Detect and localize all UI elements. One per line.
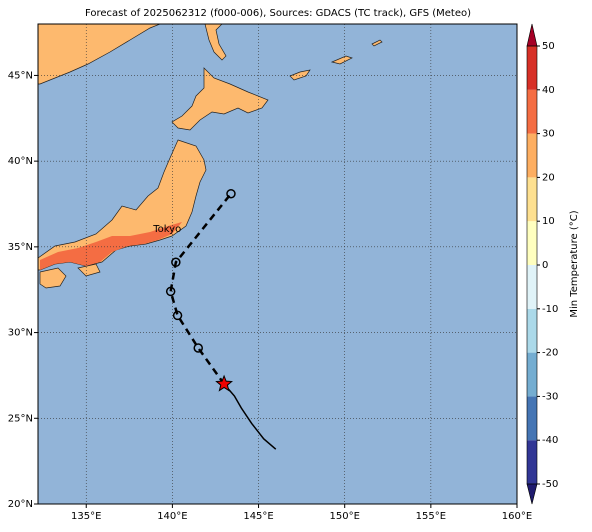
colorbar-band	[527, 133, 537, 178]
y-tick-label: 45°N	[8, 70, 33, 81]
forecast-point	[165, 286, 176, 297]
past-track	[223, 383, 277, 450]
colorbar-band	[527, 46, 537, 90]
forecast-track	[169, 192, 232, 385]
x-tick-label: 135°E	[71, 511, 101, 522]
y-tick-label: 20°N	[8, 499, 33, 510]
x-tick-label: 140°E	[157, 511, 187, 522]
colorbar-tick-label: 10	[542, 216, 555, 227]
current-position	[215, 374, 233, 392]
x-tick-label: 155°E	[416, 511, 446, 522]
forecast-point	[226, 188, 236, 199]
colorbar-tick-label: 30	[542, 129, 555, 140]
land	[38, 24, 383, 289]
forecast-point	[171, 257, 181, 268]
x-tick-label: 150°E	[329, 511, 359, 522]
colorbar-label: Min Temperature (°C)	[569, 210, 580, 317]
forecast-point	[172, 310, 183, 321]
map-frame	[37, 23, 518, 505]
colorbar-tick-label: -50	[542, 479, 558, 490]
x-tick-label: 145°E	[243, 511, 273, 522]
colorbar-band	[527, 265, 537, 309]
colorbar-under	[526, 483, 538, 505]
colorbar-tick-label: 50	[542, 41, 555, 52]
colorbar-band	[527, 440, 537, 484]
y-tick-label: 30°N	[8, 328, 33, 339]
colorbar-band	[527, 352, 537, 397]
colorbar-over	[526, 23, 538, 47]
y-tick-label: 40°N	[8, 156, 33, 167]
forecast-point	[193, 343, 203, 353]
chart-title: Forecast of 2025062312 (f000-006), Sourc…	[85, 8, 471, 19]
x-tick-label: 160°E	[502, 511, 532, 522]
colorbar-tick-label: -40	[542, 435, 558, 446]
colorbar-tick-label: -20	[542, 348, 558, 359]
colorbar-band	[527, 89, 537, 134]
colorbar-tick-label: 0	[542, 260, 548, 271]
annotation: Tokyo	[152, 224, 181, 235]
colorbar-band	[527, 396, 537, 441]
colorbar-band	[527, 177, 537, 222]
ocean	[38, 24, 517, 504]
y-tick-label: 35°N	[8, 242, 33, 253]
colorbar-tick-label: 20	[542, 172, 555, 183]
colorbar-tick-label: -30	[542, 391, 558, 402]
colorbar-tick-label: -10	[542, 304, 558, 315]
y-tick-label: 25°N	[8, 413, 33, 424]
colorbar-tick-label: 40	[542, 85, 555, 96]
colorbar-band	[527, 221, 537, 265]
colorbar-band	[527, 308, 537, 353]
